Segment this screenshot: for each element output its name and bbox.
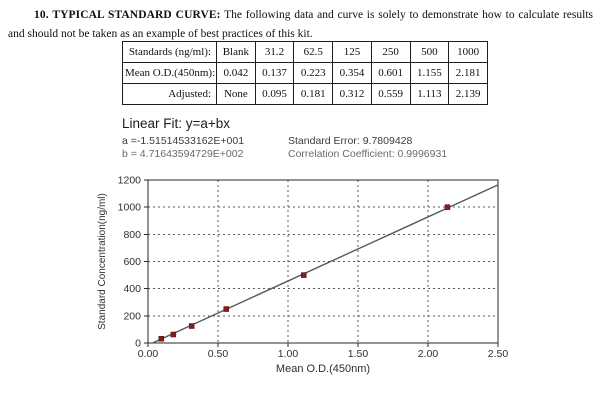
x-tick-label: 1.00: [278, 348, 299, 360]
x-tick-label: 0.50: [208, 348, 229, 360]
fit-b-value: b = 4.71643594729E+002: [122, 148, 244, 160]
data-point: [301, 272, 307, 278]
table-cell: 1.155: [409, 62, 450, 84]
table-cell: 500: [409, 41, 450, 63]
table-cell: 0.223: [293, 62, 334, 84]
table-cell: 0.137: [254, 62, 295, 84]
table-cell: 0.559: [370, 83, 411, 105]
data-point: [170, 331, 177, 338]
table-cell: 0.601: [370, 62, 411, 84]
x-tick-label: 0.00: [138, 348, 159, 360]
table-cell: 62.5: [293, 41, 334, 63]
table-cell: 0.354: [332, 62, 372, 84]
standards-table-body: Standards (ng/ml): Blank 31.2 62.5 125 250 500…: [122, 41, 488, 105]
table-cell: None: [216, 83, 256, 105]
intro-text: The following data and curve is solely t…: [8, 9, 593, 40]
data-point: [158, 336, 165, 342]
table-cell: 2.181: [448, 62, 488, 84]
y-tick-label: 400: [123, 283, 141, 295]
y-tick-label: 1000: [118, 202, 142, 214]
table-cell: 0.042: [216, 62, 256, 84]
data-point: [188, 323, 195, 329]
y-axis-title: Standard Concentration(ng/ml): [97, 193, 108, 330]
y-tick-label: 1200: [118, 175, 142, 187]
table-row: Standards (ng/ml): Blank 31.2 62.5 125 250 500…: [122, 41, 488, 63]
y-tick-label: 600: [123, 256, 141, 268]
table-row: Adjusted: None 0.095 0.181 0.312 0.559 1.113 2.…: [122, 83, 488, 105]
table-cell: Blank: [216, 41, 256, 63]
x-axis-title: Mean O.D.(450nm): [276, 363, 370, 375]
standard-curve-chart: 0.00 0.50 1.00 1.50 2.00 2.50 0 200 400 600 800 100…: [97, 175, 509, 376]
fit-correlation-coefficient: Correlation Coefficient: 0.9996931: [288, 148, 448, 160]
data-point: [444, 204, 451, 210]
x-tick-label: 2.50: [488, 348, 509, 360]
table-cell: 125: [332, 41, 372, 63]
table-cell: 1000: [448, 41, 488, 63]
table-cell: 1.113: [409, 83, 450, 105]
y-tick-label: 0: [135, 338, 141, 350]
row-label: Standards (ng/ml):: [122, 41, 217, 63]
row-label: Mean O.D.(450nm):: [122, 62, 217, 84]
intro-paragraph: 10. TYPICAL STANDARD CURVE: The followin…: [8, 6, 593, 44]
fit-a-value: a =-1.51514533162E+001: [122, 135, 245, 147]
fit-parameters: a =-1.51514533162E+001 Standard Error: 9…: [122, 135, 447, 161]
x-tick-label: 1.50: [348, 348, 369, 360]
table-cell: 0.181: [293, 83, 334, 105]
table-cell: 0.312: [332, 83, 372, 105]
y-tick-label: 800: [123, 229, 141, 241]
fit-standard-error: Standard Error: 9.7809428: [288, 135, 413, 147]
table-row: Mean O.D.(450nm): 0.042 0.137 0.223 0.354 0.6…: [122, 62, 488, 84]
table-cell: 250: [370, 41, 411, 63]
table-cell: 2.139: [448, 83, 488, 105]
x-tick-label: 2.00: [418, 348, 439, 360]
linear-fit-block: Linear Fit: y=a+bx a =-1.51514533162E+00…: [122, 116, 447, 161]
fit-line: [152, 184, 499, 344]
table-cell: 0.095: [254, 83, 295, 105]
row-label: Adjusted:: [122, 83, 217, 105]
standards-table: Standards (ng/ml): Blank 31.2 62.5 125 250 500…: [122, 41, 488, 105]
section-heading: 10. TYPICAL STANDARD CURVE:: [34, 9, 221, 21]
y-tick-label: 200: [123, 310, 141, 322]
data-point: [223, 306, 230, 312]
table-cell: 31.2: [254, 41, 295, 63]
fit-equation-title: Linear Fit: y=a+bx: [122, 116, 231, 131]
